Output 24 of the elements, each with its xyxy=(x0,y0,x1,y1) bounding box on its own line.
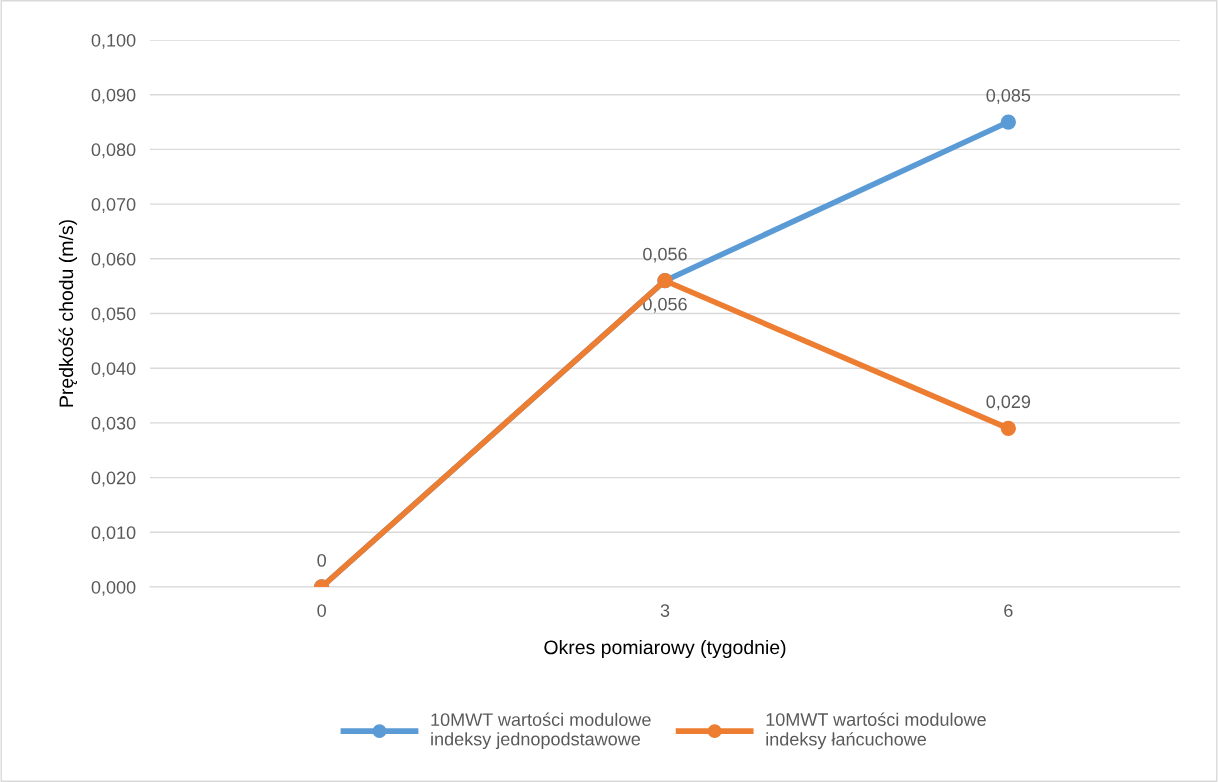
y-tick-label: 0,040 xyxy=(91,362,136,378)
y-tick-label: 0,100 xyxy=(91,33,136,49)
y-tick-label: 0,020 xyxy=(91,471,136,487)
y-axis-title: Prędkość chodu (m/s) xyxy=(58,220,78,407)
point xyxy=(1000,114,1016,130)
data-label: 0,085 xyxy=(986,89,1031,104)
y-tick-label: 0,030 xyxy=(91,416,136,432)
data-label: 0,056 xyxy=(643,247,687,263)
x-tick-label: 0 xyxy=(317,604,326,617)
y-tick-label: 0,050 xyxy=(91,307,136,323)
legend-label: 10MWT wartości modulowe indeksy łańcuchowe xyxy=(766,712,986,750)
y-tick-label: 0,060 xyxy=(91,252,136,268)
x-tick-label: 3 xyxy=(660,604,670,617)
x-tick-label: 6 xyxy=(1004,604,1013,617)
x-axis-title: Okres pomiarowy (tygodnie) xyxy=(544,639,786,659)
legend-label: 10MWT wartości modulowe indeksy jednopodstawowe xyxy=(431,712,651,750)
y-tick-label: 0,080 xyxy=(91,143,136,159)
y-tick-label: 0,000 xyxy=(91,580,136,596)
y-tick-label: 0,090 xyxy=(91,88,136,104)
point xyxy=(1000,420,1016,437)
data-label: 0,029 xyxy=(986,395,1031,411)
data-label: 0 xyxy=(317,553,326,567)
y-tick-label: 0,070 xyxy=(91,198,136,213)
y-tick-label: 0,010 xyxy=(91,526,136,542)
